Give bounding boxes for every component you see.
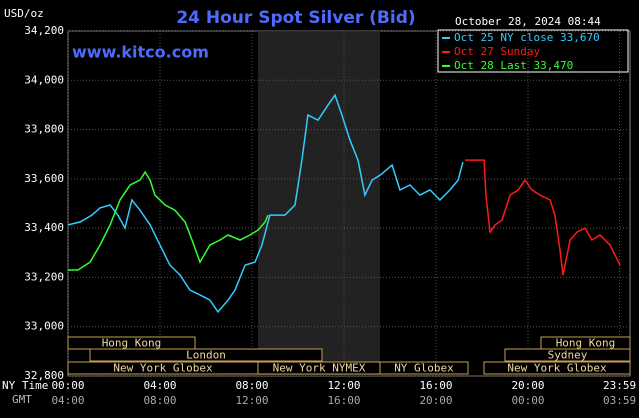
legend-label: Oct 27 Sunday <box>454 45 540 58</box>
session-label: NY Globex <box>394 362 454 375</box>
y-tick-label: 33,400 <box>24 221 64 234</box>
session-box <box>89 348 323 362</box>
legend-label: Oct 28 Last 33,470 <box>454 59 573 72</box>
y-axis-label: USD/oz <box>4 7 44 20</box>
y-tick-label: 34,200 <box>24 24 64 37</box>
chart-title: 24 Hour Spot Silver (Bid) <box>176 8 415 28</box>
gmt-tick-label: 04:00 <box>51 394 84 407</box>
y-tick-label: 32,800 <box>24 369 64 382</box>
series-line <box>465 159 621 276</box>
session-label: Hong Kong <box>102 337 162 350</box>
x-tick-label: 23:59 <box>603 379 636 392</box>
x-tick-label: 12:00 <box>327 379 360 392</box>
legend-label: Oct 25 NY close 33,670 <box>454 31 600 44</box>
x-axis-label: GMT <box>12 393 32 406</box>
series-line <box>67 93 464 314</box>
session-box <box>379 361 469 375</box>
x-tick-label: 08:00 <box>235 379 268 392</box>
session-label: Hong Kong <box>556 337 616 350</box>
x-tick-label: 20:00 <box>511 379 544 392</box>
gmt-tick-label: 12:00 <box>235 394 268 407</box>
x-tick-label: 16:00 <box>419 379 452 392</box>
gmt-tick-label: 20:00 <box>419 394 452 407</box>
legend <box>437 29 629 73</box>
nymex-band <box>258 31 380 376</box>
x-axis-label: NY Time <box>2 379 48 392</box>
y-tick-label: 33,800 <box>24 123 64 136</box>
session-label: Sydney <box>548 349 588 362</box>
session-label: London <box>186 349 226 362</box>
series-line <box>68 170 269 271</box>
gmt-tick-label: 08:00 <box>143 394 176 407</box>
session-label: New York NYMEX <box>273 362 366 375</box>
date: October 28, 2024 08:44 <box>455 15 601 28</box>
x-tick-label: 00:00 <box>51 379 84 392</box>
session-box <box>504 348 631 362</box>
gmt-tick-label: 00:00 <box>511 394 544 407</box>
session-label: New York Globex <box>113 362 213 375</box>
y-tick-label: 33,600 <box>24 172 64 185</box>
session-box <box>483 361 631 375</box>
y-tick-label: 33,200 <box>24 270 64 283</box>
gmt-tick-label: 16:00 <box>327 394 360 407</box>
session-label: New York Globex <box>507 362 607 375</box>
gmt-tick-label: 03:59 <box>603 394 636 407</box>
website: www.kitco.com <box>72 43 209 62</box>
y-tick-label: 34,000 <box>24 73 64 86</box>
y-tick-label: 33,000 <box>24 320 64 333</box>
x-tick-label: 04:00 <box>143 379 176 392</box>
